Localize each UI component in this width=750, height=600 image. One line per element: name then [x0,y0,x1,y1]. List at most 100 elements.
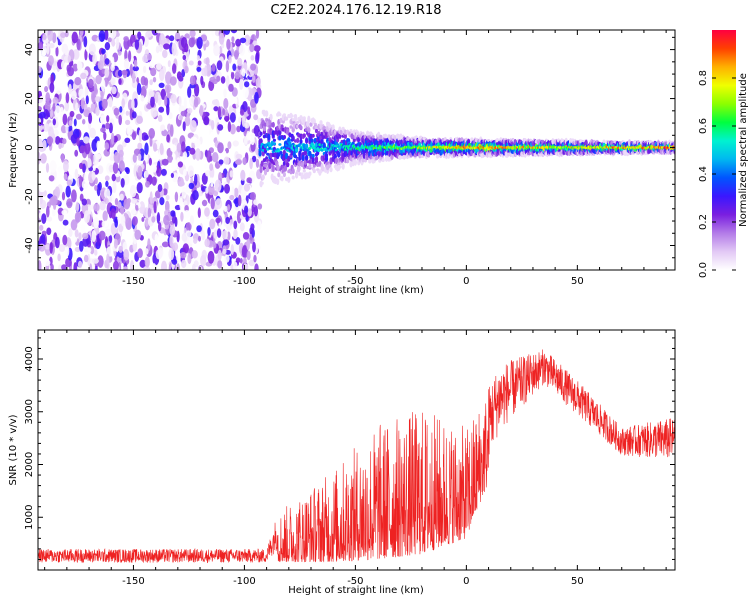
noise-cell [82,236,89,247]
noise-cell [76,38,81,51]
noise-cell [55,46,59,57]
noise-cell [102,210,108,222]
noise-cell [188,182,195,190]
noise-cell [253,254,257,263]
noise-cell [217,124,224,131]
noise-cell [159,142,164,156]
signal-cell [381,158,385,163]
noise-cell [71,31,79,44]
noise-cell [161,260,167,270]
noise-cell [64,30,69,38]
noise-cell [121,98,125,109]
noise-cell [74,229,79,238]
noise-cell [97,255,104,268]
noise-cell [223,98,229,110]
noise-cell [232,140,239,147]
noise-cell [257,203,263,210]
noise-cell [116,37,120,50]
noise-cell [75,201,80,212]
noise-cell [204,124,211,130]
noise-cell [236,125,241,133]
noise-cell [250,55,255,61]
noise-cell [42,139,47,151]
noise-cell [250,63,257,71]
noise-cell [191,263,196,270]
y-tick-label: -20 [24,188,35,204]
noise-cell [61,60,65,70]
noise-cell [178,96,182,107]
signal-cell [308,171,312,176]
noise-cell [229,219,234,225]
noise-cell [179,115,183,121]
signal-cell [272,138,276,142]
noise-cell [122,241,128,252]
noise-cell [246,238,251,251]
noise-cell [170,93,177,104]
noise-cell [201,230,206,241]
noise-cell [46,216,53,222]
noise-cell [100,78,106,92]
signal-cell [291,175,295,180]
noise-cell [169,234,174,248]
noise-cell [54,105,62,118]
noise-cell [244,205,249,214]
signal-cell [353,159,357,166]
signal-cell [260,181,264,185]
noise-cell [44,101,51,112]
noise-cell [62,113,68,126]
noise-cell [148,90,155,98]
noise-cell [201,199,208,207]
noise-cell [38,243,46,252]
noise-cell [241,68,246,77]
signal-cell [307,127,311,133]
y-tick-label: 0 [24,144,35,150]
spectrogram-x-ticks: -150 -100 -50 0 50 [44,30,667,287]
noise-cell [223,88,227,98]
noise-cell [38,106,42,112]
signal-cell [291,168,295,175]
noise-cell [60,32,67,38]
noise-cell [250,223,255,231]
noise-cell [81,198,88,206]
signal-cell [276,178,280,185]
signal-cell [293,154,298,159]
noise-cell [234,113,242,126]
noise-cell [181,259,187,269]
noise-cell [118,78,122,85]
noise-cell [239,222,245,232]
noise-cell [166,165,171,175]
noise-cell [184,42,189,53]
colorbar-tick-label: 0.8 [698,70,709,86]
noise-cell [144,256,150,268]
noise-cell [184,65,189,74]
noise-cell [94,249,98,256]
noise-cell [104,142,110,150]
noise-cell [52,118,56,126]
noise-cell [70,219,78,231]
noise-cell [96,140,101,150]
noise-cell [218,32,225,45]
signal-cell [379,134,383,140]
signal-cell [295,174,299,178]
noise-cell [241,245,248,259]
noise-cell [257,220,262,231]
noise-cell [144,142,149,156]
signal-cell [261,120,265,125]
noise-cell [189,215,194,226]
noise-cell [38,95,45,107]
signal-cell [293,114,298,119]
noise-cell [204,163,209,169]
noise-cell [163,38,170,46]
noise-cell [38,151,41,164]
signal-cell [343,134,347,139]
noise-cell [103,131,107,141]
noise-cell [255,158,260,168]
x-tick-label: 50 [571,276,584,287]
noise-cell [174,191,179,203]
noise-cell [138,129,143,142]
y-tick-label: 40 [24,43,35,56]
noise-cell [169,76,177,86]
noise-cell [104,30,109,41]
noise-cell [192,190,199,201]
